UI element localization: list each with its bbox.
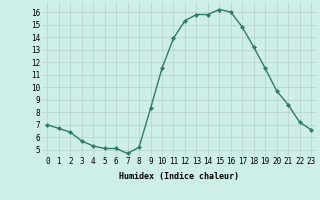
X-axis label: Humidex (Indice chaleur): Humidex (Indice chaleur): [119, 172, 239, 181]
